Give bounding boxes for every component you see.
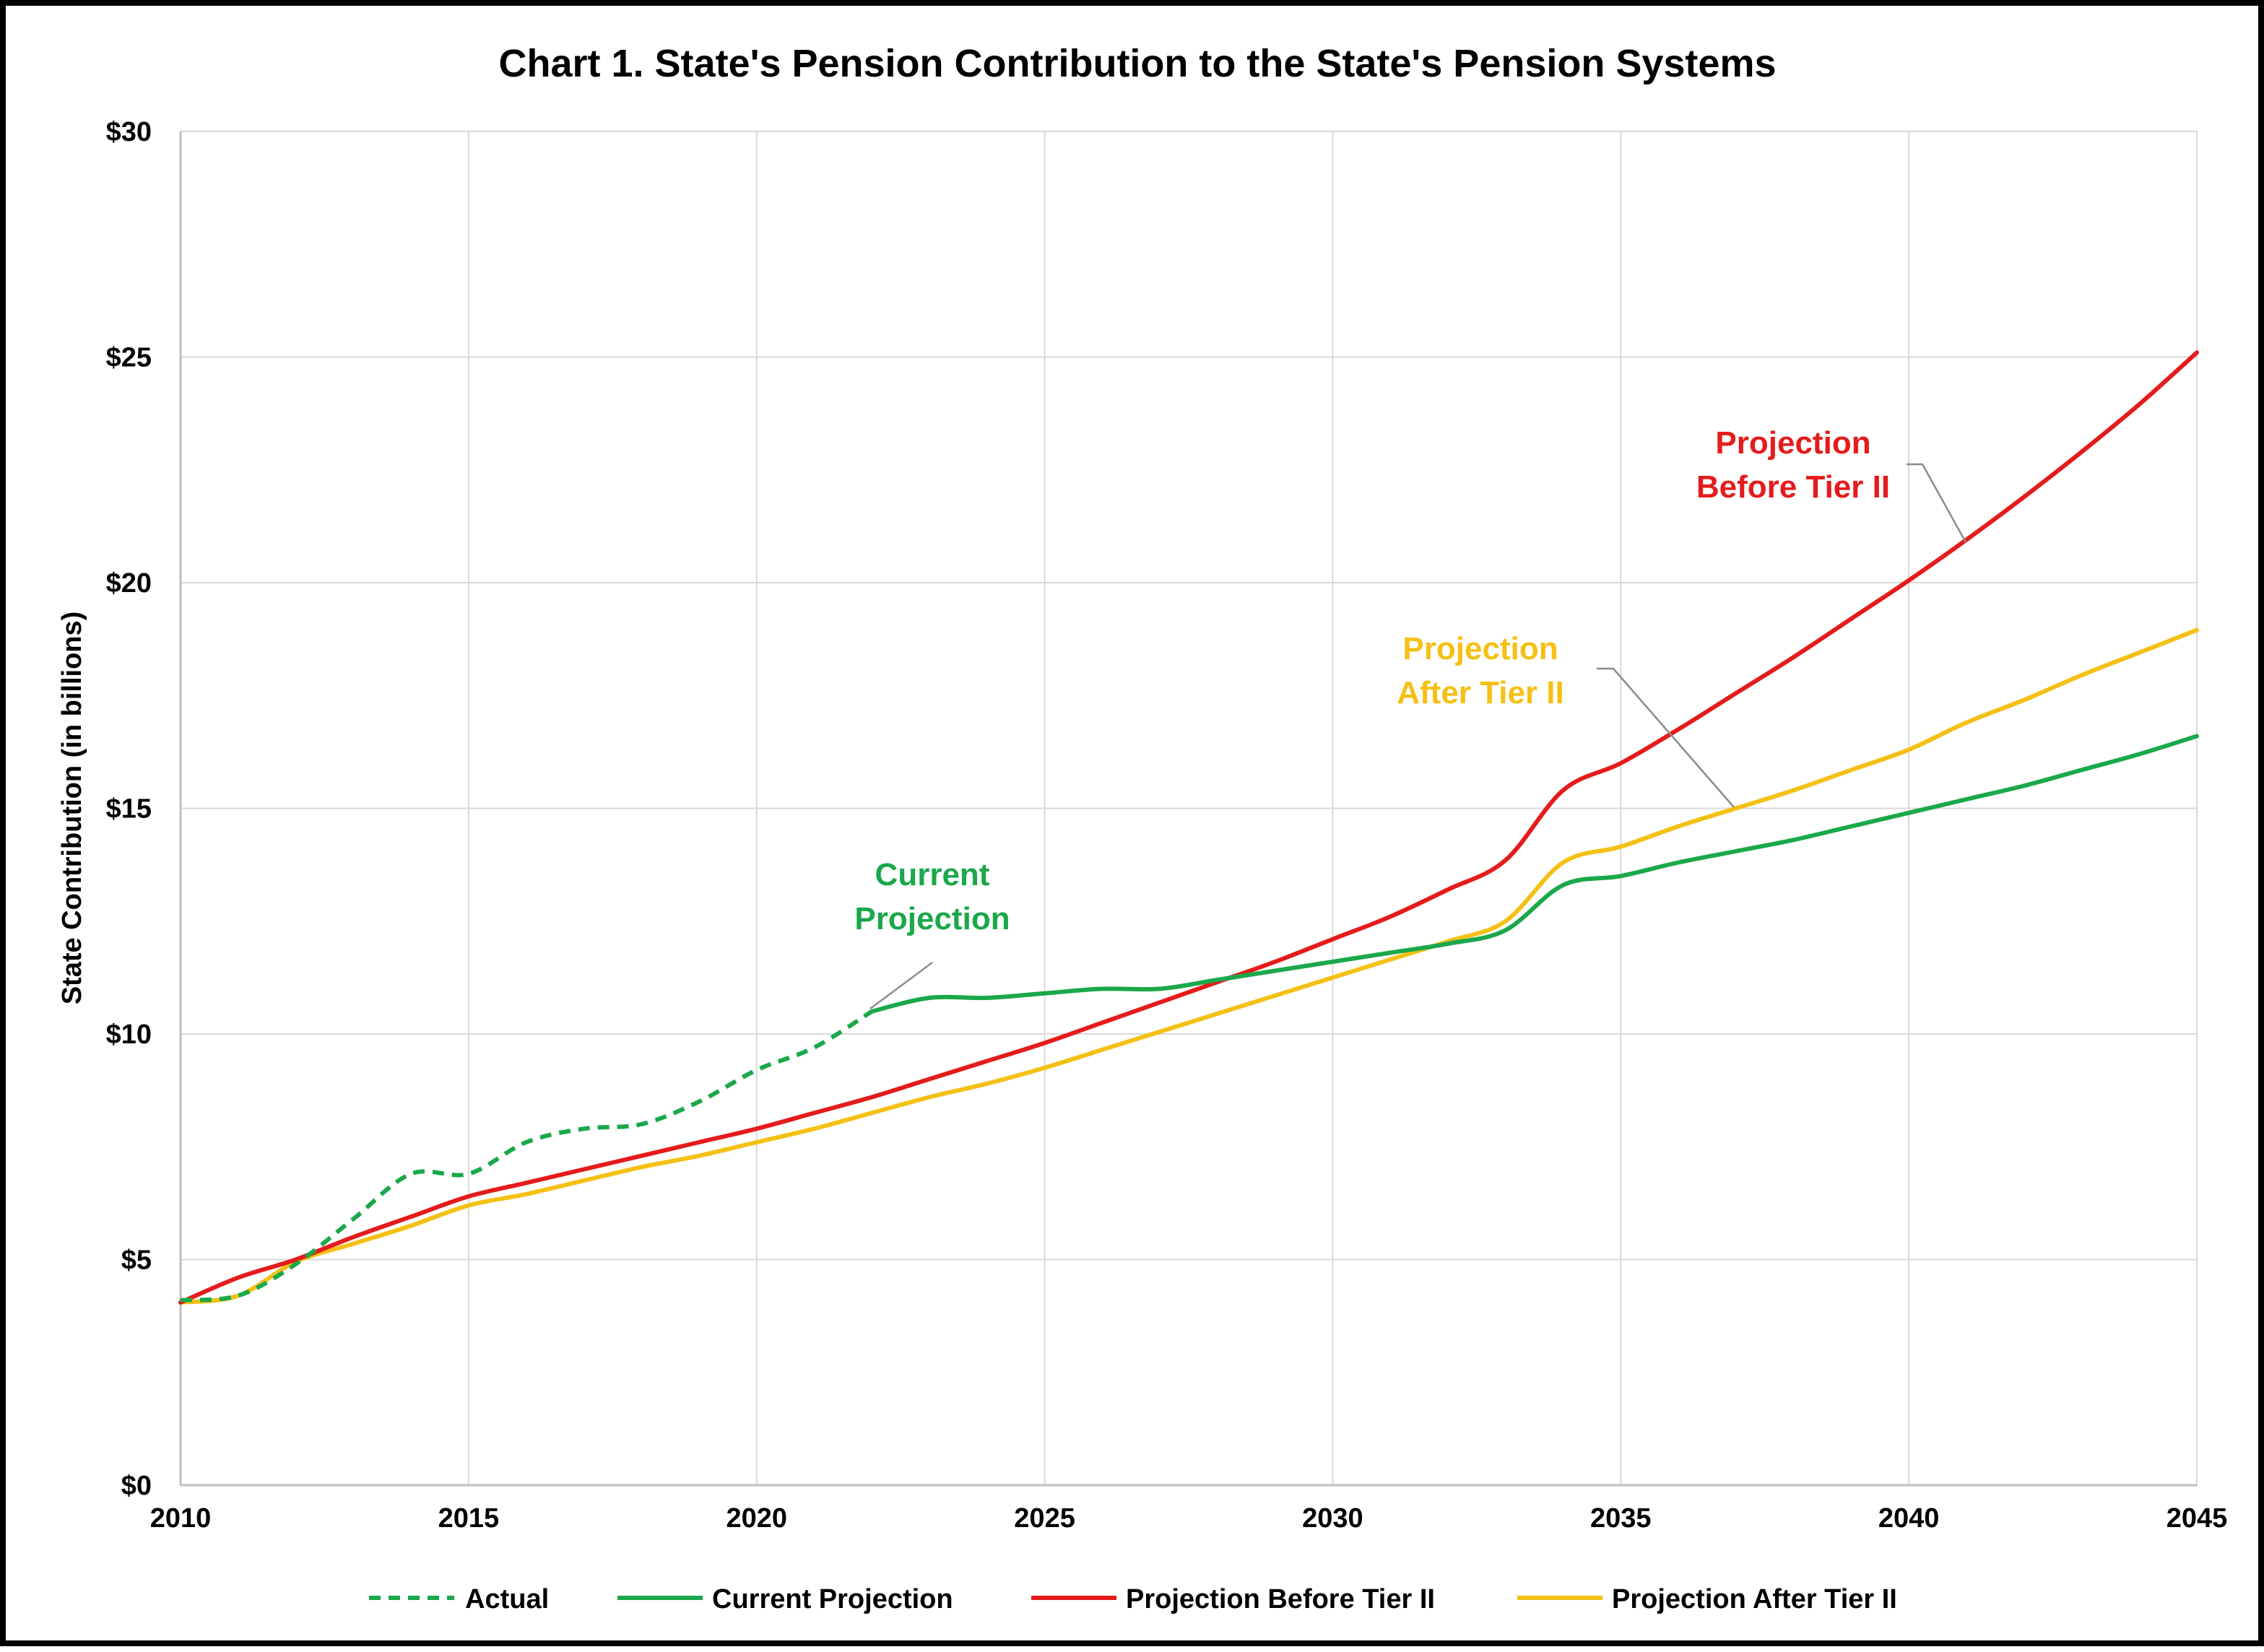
- y-tick-label: $10: [106, 1020, 152, 1050]
- x-tick-label: 2045: [2167, 1503, 2228, 1534]
- tick-labels: 2010 2015 2020 2025 2030 2035 2040 2045 $0 $5 $10 $…: [106, 117, 2228, 1534]
- annotation-label: Projection: [1715, 425, 1870, 461]
- x-tick-label: 2035: [1590, 1503, 1652, 1534]
- y-tick-label: $30: [106, 117, 152, 147]
- legend-label: Actual: [465, 1584, 549, 1614]
- y-tick-label: $20: [106, 568, 152, 599]
- series-line-projection-before-tier-ii: [178, 350, 2199, 1305]
- annotation-label: Before Tier II: [1696, 469, 1890, 505]
- x-tick-label: 2025: [1014, 1503, 1075, 1534]
- chart-title: Chart 1. State's Pension Contribution to…: [498, 42, 1776, 85]
- legend-item: Actual: [369, 1584, 549, 1614]
- annotation-label: Projection: [1402, 631, 1558, 666]
- annotation-2: Projection Before Tier II: [1696, 425, 1967, 543]
- x-tick-label: 2040: [1878, 1503, 1940, 1534]
- annotation-label: After Tier II: [1397, 675, 1563, 710]
- series-line-projection-after-tier-ii: [178, 627, 2199, 1305]
- annotation-1: Projection After Tier II: [1397, 631, 1735, 808]
- annotation-label: Projection: [854, 901, 1010, 936]
- legend-label: Current Projection: [712, 1584, 953, 1614]
- series-lines: [178, 350, 2199, 1305]
- annotation-leader-line: [1597, 667, 1735, 808]
- annotation-0: Current Projection: [854, 857, 1010, 1010]
- y-tick-label: $15: [106, 794, 152, 825]
- legend-label: Projection After Tier II: [1612, 1584, 1897, 1614]
- legend: Actual Current Projection Projection Befor…: [369, 1584, 1897, 1614]
- series-line-actual: [180, 1009, 873, 1303]
- legend-item: Projection Before Tier II: [1031, 1584, 1435, 1614]
- x-tick-label: 2020: [726, 1503, 787, 1534]
- gridlines: [180, 131, 2198, 1486]
- annotation-leader-line: [869, 961, 933, 1010]
- annotation-label: Current: [875, 857, 990, 892]
- legend-label: Projection Before Tier II: [1126, 1584, 1435, 1614]
- axes: [179, 131, 2197, 1487]
- x-tick-label: 2015: [438, 1503, 500, 1534]
- y-tick-label: $0: [121, 1471, 152, 1501]
- series-line-current-projection: [869, 734, 2199, 1014]
- y-axis-title: State Contribution (in billions): [57, 612, 87, 1005]
- legend-item: Projection After Tier II: [1517, 1584, 1897, 1614]
- legend-item: Current Projection: [617, 1584, 953, 1614]
- line-chart: Chart 1. State's Pension Contribution to…: [57, 42, 2228, 1614]
- x-tick-label: 2010: [150, 1503, 212, 1534]
- y-tick-label: $25: [106, 343, 152, 373]
- annotations: Current Projection Projection After Tier II…: [854, 425, 1967, 1010]
- x-tick-label: 2030: [1302, 1503, 1363, 1534]
- annotation-leader-line: [1907, 463, 1967, 543]
- y-tick-label: $5: [121, 1245, 152, 1276]
